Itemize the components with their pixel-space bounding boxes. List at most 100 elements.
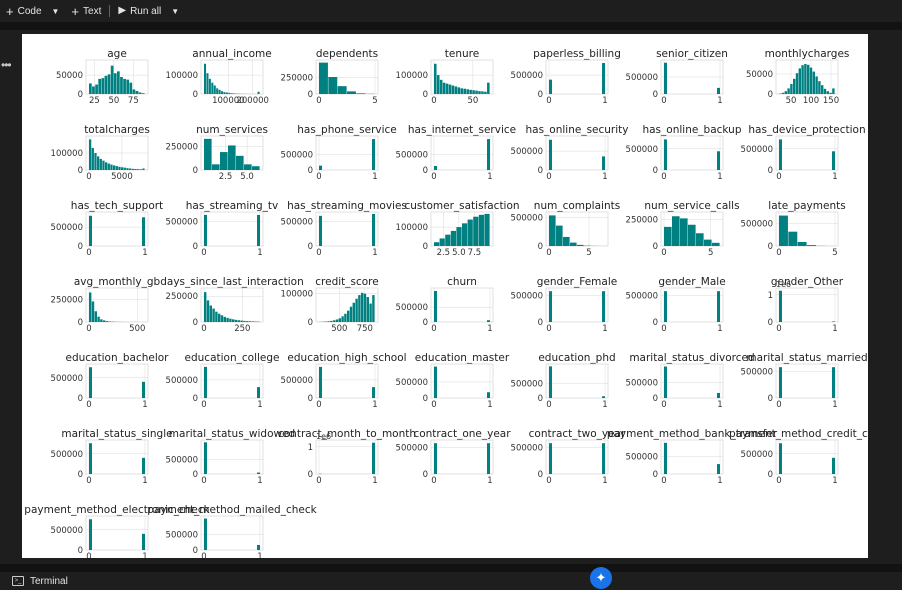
histogram-late-payments: late_payments 0 5 500000 0 <box>741 200 846 258</box>
histogram-bar <box>363 293 367 322</box>
histogram-bar <box>208 78 211 94</box>
x-tick-label: 2.5 <box>437 248 451 258</box>
histogram-bar <box>232 319 235 322</box>
add-code-label: Code <box>17 5 42 17</box>
histogram-bar <box>337 86 347 94</box>
plot-frame <box>430 439 494 475</box>
chevron-down-icon[interactable]: ▼ <box>171 6 180 16</box>
plot-frame <box>430 363 494 399</box>
y-tick-label: 0 <box>193 394 198 404</box>
x-tick-label: 0 <box>431 400 436 410</box>
histogram-bar <box>330 320 333 322</box>
histogram-bar <box>132 89 136 94</box>
y-tick-label: 0 <box>308 318 313 328</box>
x-tick-label: 0 <box>86 172 91 182</box>
histogram-bar <box>356 93 366 94</box>
histogram-bar <box>228 145 236 170</box>
histogram-bar <box>696 233 704 246</box>
histogram-gender-other: gender_Other 0 1 1 0 1e6 <box>768 276 844 334</box>
histogram-bar <box>352 302 355 322</box>
histogram-bar <box>463 88 467 94</box>
histogram-bar <box>549 291 552 322</box>
chart-title: age <box>107 48 127 60</box>
chevron-down-icon[interactable]: ▼ <box>51 6 60 16</box>
histogram-bar <box>832 88 835 94</box>
y-tick-label: 0 <box>423 470 428 480</box>
histogram-bar <box>372 139 375 170</box>
terminal-label: Terminal <box>30 575 68 587</box>
histogram-bar <box>204 214 207 246</box>
y-tick-label: 250000 <box>166 142 198 152</box>
histogram-payment-method-credit-card: payment_method_credit_card 0 1 500000 0 <box>729 428 885 486</box>
y-tick-label: 500000 <box>511 379 543 389</box>
x-tick-label: 0 <box>661 324 666 334</box>
chart-title: marital_status_single <box>61 428 172 440</box>
histogram-bar <box>795 73 799 94</box>
histogram-bar <box>712 242 720 246</box>
y-tick-label: 0 <box>78 546 83 556</box>
chart-title: has_streaming_movies <box>287 200 407 212</box>
x-tick-label: 5000 <box>111 172 133 182</box>
histogram-bar <box>664 139 667 170</box>
histogram-bar <box>478 91 481 94</box>
y-tick-label: 250000 <box>281 74 313 84</box>
y-tick-label: 0 <box>193 90 198 100</box>
histogram-bar <box>243 320 246 322</box>
histogram-age: age 25 50 75 50000 0 <box>56 48 149 106</box>
plot-frame <box>775 287 839 323</box>
histogram-bar <box>434 290 437 322</box>
histogram-bar <box>781 92 785 94</box>
chart-title: credit_score <box>315 276 378 288</box>
histogram-bar <box>89 292 92 322</box>
chart-title: has_internet_service <box>408 124 516 136</box>
x-tick-label: 0 <box>661 172 666 182</box>
more-options-icon[interactable]: ••• <box>1 58 12 72</box>
histogram-bar <box>123 78 126 94</box>
x-tick-label: 250 <box>234 324 250 334</box>
histogram-bar <box>812 71 815 94</box>
x-tick-label: 0 <box>776 476 781 486</box>
histogram-num-complaints: num_complaints 0 5 500000 0 <box>511 200 621 258</box>
add-text-button[interactable]: + Text <box>65 0 107 22</box>
y-tick-label: 500000 <box>396 378 428 388</box>
histogram-bar <box>487 443 490 474</box>
y-tick-label: 500000 <box>626 73 658 83</box>
status-bar: >_ Terminal <box>0 572 902 590</box>
x-tick-label: 150 <box>823 96 839 106</box>
chart-title: marital_status_divorced <box>629 352 754 364</box>
x-tick-label: 1 <box>142 248 147 258</box>
histogram-bar <box>89 215 92 246</box>
histogram-bar <box>355 298 358 322</box>
histogram-bar <box>89 443 92 474</box>
x-tick-label: 5.0 <box>452 248 466 258</box>
chart-title: education_high_school <box>287 352 406 364</box>
chart-title: education_college <box>185 352 280 364</box>
histogram-bar <box>141 93 145 94</box>
histogram-bar <box>457 87 461 94</box>
histogram-bar <box>228 92 231 94</box>
histogram-has-online-security: has_online_security 0 1 500000 0 <box>511 124 629 182</box>
histogram-bar <box>717 291 720 322</box>
histogram-bar <box>118 166 121 170</box>
x-tick-label: 1 <box>602 476 607 486</box>
histogram-bar <box>347 310 350 322</box>
histogram-bar <box>105 321 109 322</box>
run-all-button[interactable]: ▶ Run all ▼ <box>112 0 185 22</box>
y-tick-label: 500000 <box>166 530 198 540</box>
y-tick-label: 500000 <box>51 526 83 536</box>
x-tick-label: 1 <box>257 248 262 258</box>
histogram-bar <box>602 396 605 398</box>
x-tick-label: 0 <box>661 96 666 106</box>
chart-title: avg_monthly_gb <box>74 276 161 288</box>
histogram-bar <box>664 366 667 398</box>
histogram-bar <box>137 169 140 170</box>
y-tick-label: 0 <box>193 318 198 328</box>
histogram-bar <box>123 167 126 170</box>
add-code-button[interactable]: + Code ▼ <box>0 0 65 22</box>
histogram-bar <box>807 64 810 94</box>
gemini-spark-icon[interactable]: ✦ <box>590 567 612 589</box>
plot-frame <box>85 363 149 399</box>
terminal-button[interactable]: >_ Terminal <box>0 576 68 587</box>
histogram-bar <box>135 90 139 94</box>
histogram-bar <box>240 320 243 322</box>
